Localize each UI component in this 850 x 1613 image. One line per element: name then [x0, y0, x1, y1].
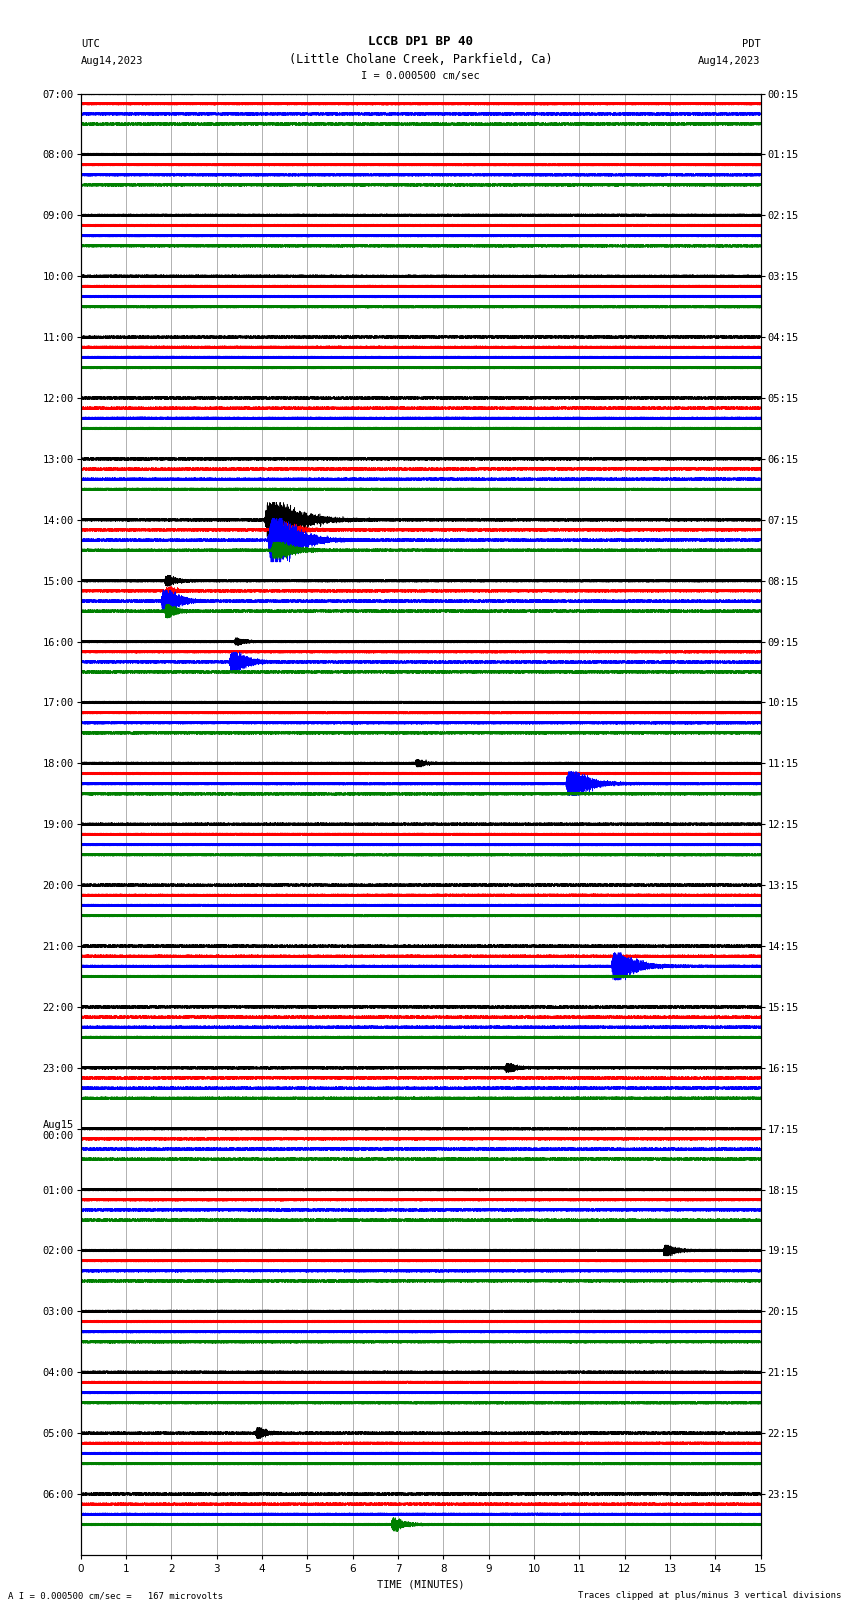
Text: Aug14,2023: Aug14,2023: [81, 56, 144, 66]
Text: Aug14,2023: Aug14,2023: [698, 56, 761, 66]
Text: A I = 0.000500 cm/sec =   167 microvolts: A I = 0.000500 cm/sec = 167 microvolts: [8, 1590, 224, 1600]
Text: (Little Cholane Creek, Parkfield, Ca): (Little Cholane Creek, Parkfield, Ca): [289, 53, 552, 66]
X-axis label: TIME (MINUTES): TIME (MINUTES): [377, 1579, 464, 1589]
Text: I = 0.000500 cm/sec: I = 0.000500 cm/sec: [361, 71, 480, 81]
Text: Traces clipped at plus/minus 3 vertical divisions: Traces clipped at plus/minus 3 vertical …: [578, 1590, 842, 1600]
Text: LCCB DP1 BP 40: LCCB DP1 BP 40: [368, 35, 473, 48]
Text: PDT: PDT: [742, 39, 761, 48]
Text: UTC: UTC: [81, 39, 99, 48]
